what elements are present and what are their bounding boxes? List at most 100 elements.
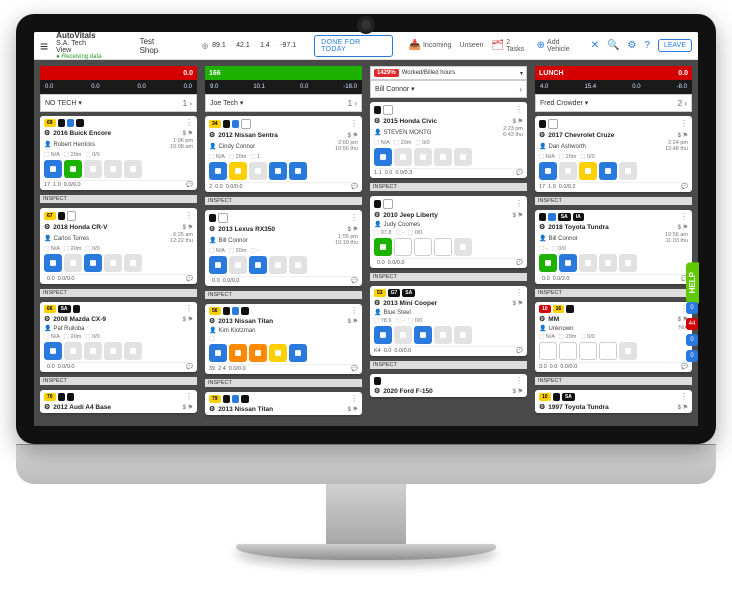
done-for-today-button[interactable]: DONE FOR TODAY	[314, 35, 392, 57]
message-icon[interactable]: 💬	[681, 364, 688, 370]
kebab-icon[interactable]: ⋮	[185, 305, 193, 313]
action-button[interactable]	[539, 342, 557, 360]
job-card[interactable]: 1016 ⋮⚙MM$ ⚑👤UnknownN/A⬚ N/A⬚ 20m⬚ 0/03.…	[535, 302, 692, 372]
action-button[interactable]	[454, 148, 472, 166]
action-button[interactable]	[229, 344, 247, 362]
message-icon[interactable]: 💬	[516, 260, 523, 266]
action-button[interactable]	[104, 254, 122, 272]
job-card[interactable]: ⋮⚙2013 Lexus RX350$ ⚑👤Bill Connor1:55 pm…	[205, 210, 362, 286]
kebab-icon[interactable]: ⋮	[680, 213, 688, 221]
action-button[interactable]	[124, 254, 142, 272]
search2-icon[interactable]: 🔍	[607, 40, 619, 51]
message-icon[interactable]: 💬	[351, 184, 358, 190]
action-button[interactable]	[84, 160, 102, 178]
side-pill-2[interactable]: 0	[686, 334, 698, 346]
unseen-link[interactable]: Unseen	[459, 42, 483, 49]
message-icon[interactable]: 💬	[516, 170, 523, 176]
leave-button[interactable]: LEAVE	[658, 39, 692, 52]
side-pill-0[interactable]: 0	[686, 302, 698, 314]
kebab-icon[interactable]: ⋮	[515, 106, 523, 114]
action-button[interactable]	[619, 162, 637, 180]
kebab-icon[interactable]: ⋮	[515, 377, 523, 385]
action-button[interactable]	[229, 256, 247, 274]
search-icon[interactable]: ✕	[591, 40, 599, 51]
action-button[interactable]	[579, 162, 597, 180]
job-card[interactable]: SAIA⋮⚙2018 Toyota Tundra$ ⚑👤Bill Connor1…	[535, 210, 692, 284]
tech-selector-2[interactable]: Bill Connor ▾ ›	[370, 80, 527, 98]
tech-selector-0[interactable]: NO TECH ▾1 ›	[40, 94, 197, 112]
job-card[interactable]: 70 ⋮⚙2012 Audi A4 Base$ ⚑	[40, 390, 197, 413]
action-button[interactable]	[209, 256, 227, 274]
action-button[interactable]	[434, 238, 452, 256]
job-card[interactable]: 66SA ⋮⚙2008 Mazda CX-9$ ⚑👤Pat Ruiloba⬚ N…	[40, 302, 197, 372]
action-button[interactable]	[124, 160, 142, 178]
job-card[interactable]: 34 ⋮⚙2012 Nissan Sentra$ ⚑👤Cindy Connor2…	[205, 116, 362, 192]
kebab-icon[interactable]: ⋮	[680, 120, 688, 128]
job-card[interactable]: ⋮⚙2020 Ford F-150$ ⚑	[370, 374, 527, 397]
action-button[interactable]	[374, 326, 392, 344]
action-button[interactable]	[249, 256, 267, 274]
side-pill-3[interactable]: 0	[686, 350, 698, 362]
action-button[interactable]	[414, 238, 432, 256]
side-pill-1[interactable]: 44	[686, 318, 698, 330]
action-button[interactable]	[44, 342, 62, 360]
action-button[interactable]	[269, 256, 287, 274]
job-card[interactable]: 10 SA⋮⚙1997 Toyota Tundra$ ⚑	[535, 390, 692, 413]
action-button[interactable]	[599, 162, 617, 180]
job-card[interactable]: 67 ⋮⚙2018 Honda CR-V$ ⚑👤Carlos Torres6:2…	[40, 208, 197, 284]
action-button[interactable]	[269, 162, 287, 180]
action-button[interactable]	[414, 148, 432, 166]
action-button[interactable]	[414, 326, 432, 344]
action-button[interactable]	[454, 238, 472, 256]
action-button[interactable]	[394, 326, 412, 344]
message-icon[interactable]: 💬	[186, 364, 193, 370]
message-icon[interactable]: 💬	[351, 366, 358, 372]
job-card[interactable]: 79 ⋮⚙2013 Nissan Titan$ ⚑	[205, 392, 362, 415]
action-button[interactable]	[104, 160, 122, 178]
action-button[interactable]	[124, 342, 142, 360]
action-button[interactable]	[579, 342, 597, 360]
help-tab[interactable]: HELP	[686, 262, 699, 303]
kebab-icon[interactable]: ⋮	[350, 395, 358, 403]
kebab-icon[interactable]: ⋮	[185, 393, 193, 401]
action-button[interactable]	[539, 162, 557, 180]
job-card[interactable]: 69 ⋮⚙2016 Buick Encore$ ⚑👤Robert Herrick…	[40, 116, 197, 190]
action-button[interactable]	[434, 148, 452, 166]
job-card[interactable]: ⋮⚙2015 Honda Civic$ ⚑👤STEVEN MONTG2:23 p…	[370, 102, 527, 178]
action-button[interactable]	[599, 254, 617, 272]
action-button[interactable]	[374, 148, 392, 166]
kebab-icon[interactable]: ⋮	[515, 289, 523, 297]
action-button[interactable]	[374, 238, 392, 256]
message-icon[interactable]: 💬	[186, 182, 193, 188]
tech-selector-3[interactable]: Fred Crowder ▾2 ›	[535, 94, 692, 112]
action-button[interactable]	[104, 342, 122, 360]
message-icon[interactable]: 💬	[681, 184, 688, 190]
action-button[interactable]	[619, 254, 637, 272]
job-card[interactable]: ⋮⚙2017 Chevrolet Cruze$ ⚑👤Dan Ashworth2:…	[535, 116, 692, 192]
action-button[interactable]	[559, 342, 577, 360]
action-button[interactable]	[559, 254, 577, 272]
action-button[interactable]	[64, 342, 82, 360]
message-icon[interactable]: 💬	[516, 348, 523, 354]
action-button[interactable]	[84, 342, 102, 360]
kebab-icon[interactable]: ⋮	[350, 307, 358, 315]
action-button[interactable]	[434, 326, 452, 344]
action-button[interactable]	[289, 256, 307, 274]
action-button[interactable]	[394, 238, 412, 256]
action-button[interactable]	[44, 254, 62, 272]
hamburger-icon[interactable]: ≡	[40, 38, 48, 54]
action-button[interactable]	[84, 254, 102, 272]
chevron-down-icon[interactable]: ▾	[520, 70, 523, 77]
kebab-icon[interactable]: ⋮	[185, 212, 193, 220]
action-button[interactable]	[269, 344, 287, 362]
message-icon[interactable]: 💬	[186, 276, 193, 282]
job-card[interactable]: 56 ⋮⚙2013 Nissan Titan$ ⚑👤Kim Klotzman⬚ …	[205, 304, 362, 374]
kebab-icon[interactable]: ⋮	[350, 120, 358, 128]
action-button[interactable]	[249, 162, 267, 180]
incoming-link[interactable]: 📥Incoming	[409, 40, 452, 51]
action-button[interactable]	[289, 344, 307, 362]
action-button[interactable]	[454, 326, 472, 344]
action-button[interactable]	[249, 344, 267, 362]
action-button[interactable]	[394, 148, 412, 166]
action-button[interactable]	[619, 342, 637, 360]
